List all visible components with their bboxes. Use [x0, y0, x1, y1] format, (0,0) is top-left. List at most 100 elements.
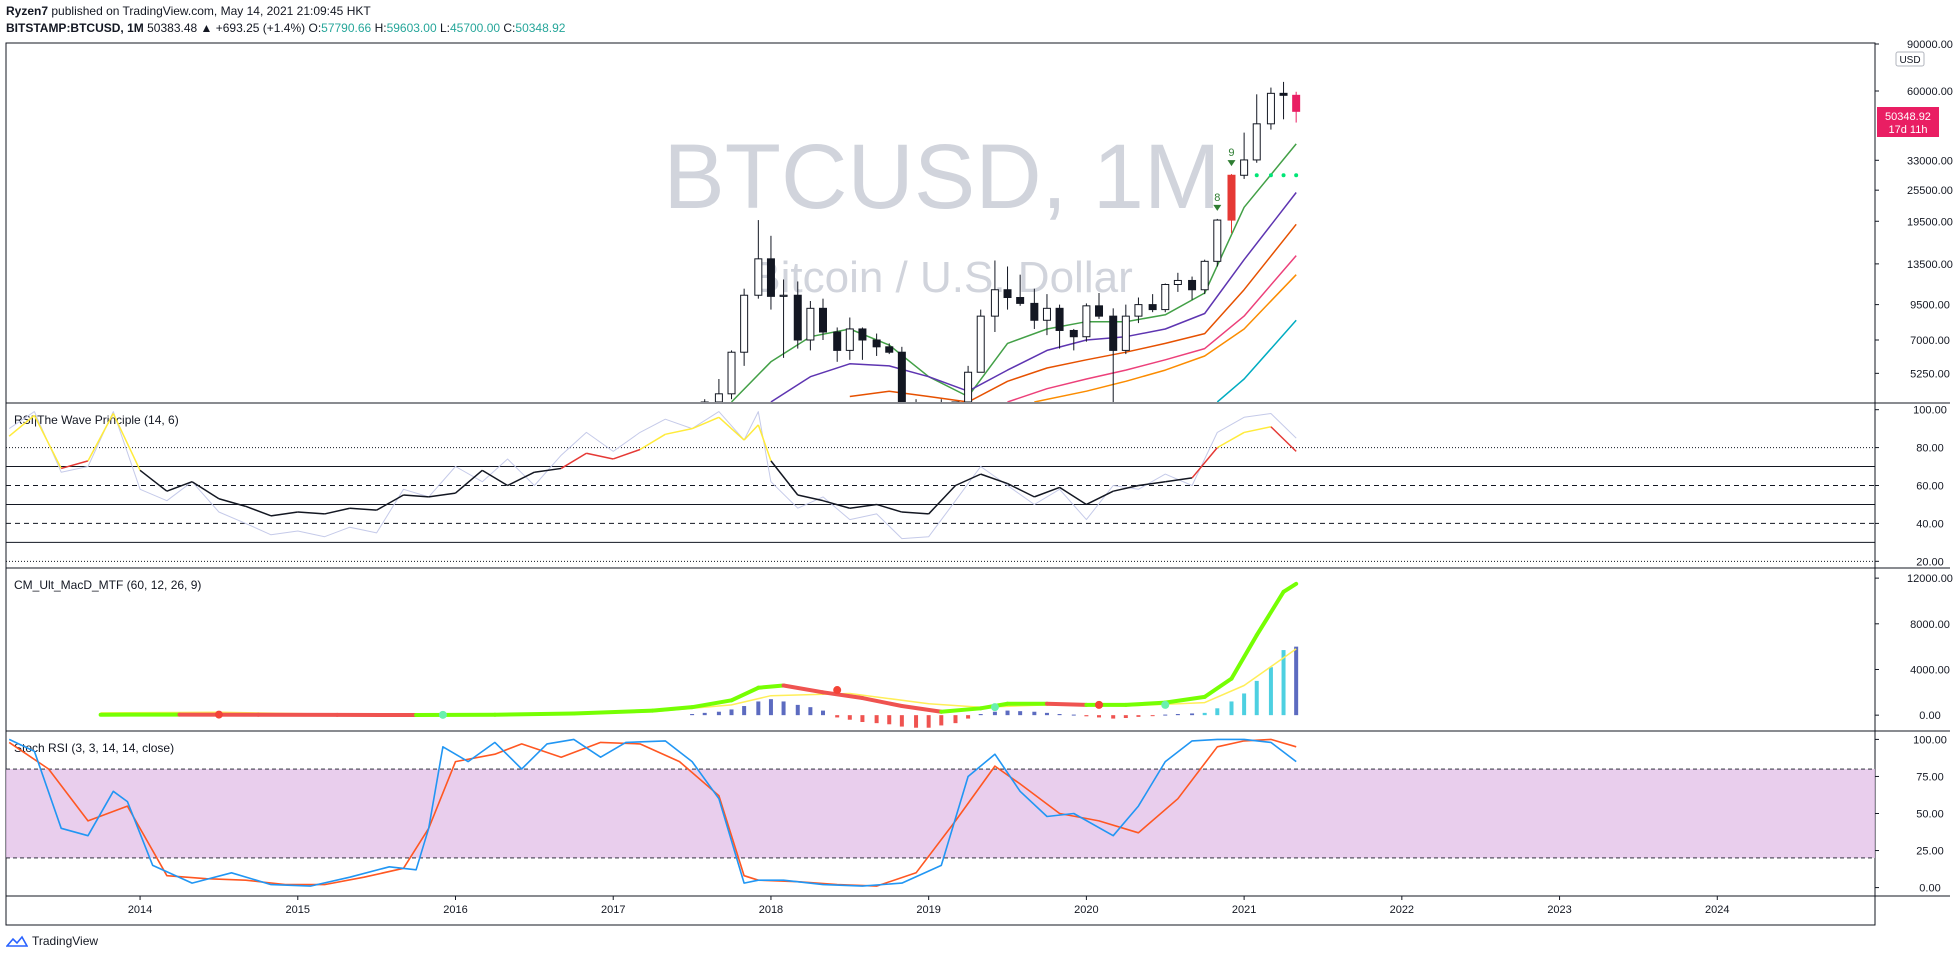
- macd-line-segment: [571, 708, 655, 716]
- open-label: O:: [308, 21, 322, 35]
- price-axis-label: 80.00: [1916, 443, 1944, 455]
- macd-histogram-bar: [1281, 650, 1286, 716]
- candle-body: [1095, 305, 1104, 317]
- last-price-tag-countdown: 17d 11h: [1889, 124, 1928, 136]
- macd-histogram-bar: [742, 706, 747, 716]
- stoch-d-line: [8, 738, 1297, 887]
- macd-histogram-bar: [914, 715, 919, 728]
- time-axis-label: 2020: [1074, 904, 1098, 916]
- candle-body: [976, 315, 985, 373]
- candle-body: [754, 258, 763, 296]
- plot-layers: 8990000.0060000.0033000.0025500.0019500.…: [6, 39, 1953, 916]
- time-axis-label: 2019: [916, 904, 940, 916]
- watermark-subtitle: Bitcoin / U.S. Dollar: [751, 253, 1132, 302]
- macd-line-segment: [650, 705, 695, 713]
- macd-histogram-bar: [953, 715, 958, 724]
- macd-histogram-bar: [1175, 714, 1180, 716]
- macd-histogram-bar: [860, 715, 865, 723]
- td-arrow-marker: [1213, 204, 1222, 211]
- macd-line-segment: [729, 685, 761, 703]
- rsi-line-segment: [324, 507, 350, 515]
- macd-histogram-bar: [1294, 646, 1299, 716]
- macd-histogram-bar: [1190, 713, 1195, 716]
- candle-body: [793, 294, 802, 341]
- macd-histogram-bar: [795, 704, 800, 716]
- macd-cross-dot: [438, 710, 447, 719]
- stoch-k-line: [8, 738, 1297, 887]
- high-value: 59603.00: [386, 21, 437, 35]
- candle-body: [766, 258, 775, 297]
- price-axis-label: 0.00: [1919, 710, 1940, 722]
- ma-line-purple: [770, 192, 1297, 402]
- author-name[interactable]: Ryzen7: [6, 4, 49, 18]
- candle-body: [779, 294, 788, 297]
- rsi-line-segment: [139, 469, 168, 492]
- currency-badge[interactable]: [1895, 51, 1925, 67]
- macd-histogram-bar: [926, 715, 931, 728]
- macd-histogram-bar: [808, 707, 813, 716]
- rsi-line-segment: [743, 424, 759, 441]
- macd-histogram-bar: [939, 715, 944, 726]
- candle-body: [845, 328, 854, 351]
- macd-line-segment: [756, 683, 786, 690]
- macd-histogram-bar: [1229, 701, 1234, 716]
- candle-body: [925, 414, 932, 424]
- rsi-line-segment: [901, 511, 929, 515]
- last-price-tag: [1877, 107, 1939, 137]
- stoch-band: [6, 769, 1875, 858]
- rsi-line-segment: [1138, 480, 1166, 487]
- macd-histogram-bar: [978, 714, 983, 716]
- rsi-line-segment: [665, 427, 693, 436]
- rsi-line-segment: [166, 481, 193, 492]
- price-axis-label: 12000.00: [1907, 573, 1953, 585]
- low-label: L:: [439, 21, 450, 35]
- candle-body: [818, 307, 827, 333]
- rsi-line-segment: [797, 494, 824, 502]
- candle-body: [833, 331, 842, 351]
- rsi-title[interactable]: RSI|The Wave Principle (14, 6): [14, 413, 179, 427]
- macd-histogram-bar: [756, 701, 761, 716]
- time-axis-label: 2014: [128, 904, 152, 916]
- candle-body: [1069, 329, 1078, 338]
- candle-body: [1161, 283, 1170, 311]
- macd-histogram-bar: [1242, 693, 1247, 716]
- price-axis-label: 5250.00: [1910, 368, 1950, 380]
- symbol-legend: BITSTAMP:BTCUSD, 1M 50383.48 ▲ +693.25 (…: [6, 21, 565, 35]
- candle-body: [1134, 304, 1143, 317]
- candle-body: [740, 294, 749, 353]
- macd-line-segment: [820, 690, 865, 701]
- macd-histogram-bar: [1215, 708, 1220, 716]
- candle-body: [1173, 279, 1182, 285]
- stop-dot: [1281, 173, 1286, 178]
- rsi-line-segment: [507, 471, 535, 487]
- rsi-line-segment: [191, 481, 220, 500]
- pane-3-plot: [6, 738, 1875, 887]
- time-axis-label: 2023: [1547, 904, 1571, 916]
- price-axis-label: 100.00: [1913, 734, 1947, 746]
- macd-title[interactable]: CM_Ult_MacD_MTF (60, 12, 26, 9): [14, 578, 201, 592]
- tradingview-logo[interactable]: TradingView: [6, 934, 98, 948]
- candle-body: [1148, 304, 1157, 311]
- candle-body: [1030, 302, 1039, 321]
- rsi-line-segment: [1113, 484, 1139, 492]
- publish-text: published on TradingView.com, May 14, 20…: [51, 4, 371, 18]
- macd-line-segment: [690, 698, 734, 710]
- close-label: C:: [503, 21, 516, 35]
- candle-body: [1227, 174, 1236, 221]
- candle-body: [938, 411, 945, 424]
- stop-dot: [1254, 173, 1259, 178]
- price-axis-label: 4000.00: [1910, 664, 1950, 676]
- time-axis-label: 2017: [601, 904, 625, 916]
- macd-cross-dot: [833, 686, 842, 695]
- macd-histogram-bar: [1084, 715, 1089, 717]
- rsi-line-segment: [928, 484, 957, 515]
- price-axis-label: 7000.00: [1910, 335, 1950, 347]
- symbol-label[interactable]: BITSTAMP:BTCUSD, 1M: [6, 21, 144, 35]
- td-count-label: 9: [1228, 147, 1234, 159]
- price-axis-label: 40.00: [1916, 518, 1944, 530]
- rsi-line-segment: [455, 469, 483, 494]
- stoch-title[interactable]: Stoch RSI (3, 3, 14, 14, close): [14, 741, 174, 755]
- macd-histogram-bar: [1044, 712, 1049, 716]
- stop-dot: [1294, 173, 1299, 178]
